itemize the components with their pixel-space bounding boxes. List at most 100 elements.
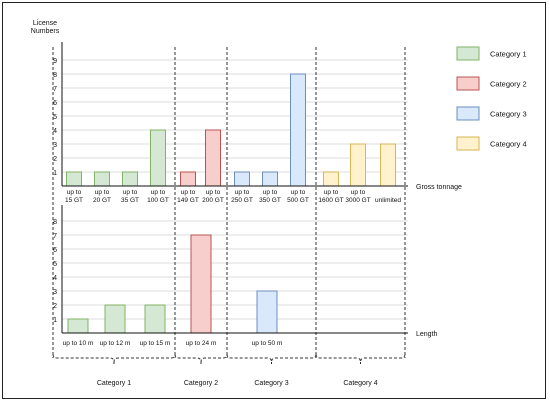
- y-tick-label: 6: [53, 100, 57, 107]
- x-tick-label: up to 500 GT: [287, 189, 309, 204]
- y-tick-label: 7: [53, 86, 57, 93]
- bar: [190, 234, 212, 334]
- category-group-label: Category 1: [97, 380, 131, 387]
- bar: [94, 171, 110, 187]
- x-tick-label-line: up to: [324, 189, 339, 196]
- y-tick-label: 9: [53, 58, 57, 65]
- y-tick-label: 2: [53, 303, 57, 310]
- x-tick-label-line: 200 GT: [202, 197, 224, 204]
- x-tick-label-line: up to: [67, 189, 82, 196]
- legend-label: Category 2: [490, 80, 527, 89]
- x-tick-label: up to 24 m: [186, 340, 217, 347]
- category-group-label: Category 4: [343, 380, 377, 387]
- y-axis-title-line2: Numbers: [31, 28, 60, 35]
- x-tick-label: up to 12 m: [100, 340, 131, 347]
- y-tick-label: 1: [53, 170, 57, 177]
- x-tick-label-line: up to: [351, 189, 366, 196]
- y-tick-label: 3: [53, 289, 57, 296]
- y-tick-label: 5: [53, 114, 57, 121]
- y-tick-label: 1: [53, 317, 57, 324]
- bar: [323, 171, 339, 187]
- category-brace: [174, 353, 228, 363]
- bar: [150, 129, 166, 187]
- x-tick-label-line: 20 GT: [93, 197, 111, 204]
- bar: [104, 304, 126, 334]
- axes: [61, 42, 408, 334]
- category-brace: [315, 353, 406, 363]
- x-tick-label: up to 15 m: [140, 340, 171, 347]
- legend-swatch: [456, 76, 480, 91]
- legend-label: Category 1: [490, 50, 527, 59]
- bar: [256, 290, 278, 334]
- x-tick-label: up to 200 GT: [202, 189, 224, 204]
- bar: [234, 171, 250, 187]
- category-group-label: Category 2: [184, 380, 218, 387]
- x-tick-label-line: 250 GT: [231, 197, 253, 204]
- y-tick-label: 2: [53, 156, 57, 163]
- legend-label: Category 3: [490, 110, 527, 119]
- y-tick-label: 7: [53, 233, 57, 240]
- bottom-panel-grid: [62, 220, 408, 320]
- y-tick-label: 3: [53, 142, 57, 149]
- bar: [67, 318, 89, 334]
- x-tick-label-line: up to: [235, 189, 250, 196]
- legend-swatch: [456, 106, 480, 121]
- bar: [262, 171, 278, 187]
- x-tick-label-line: 15 GT: [65, 197, 83, 204]
- x-tick-label-line: 500 GT: [287, 197, 309, 204]
- category-brace: [226, 353, 317, 363]
- category-dividers: [52, 47, 406, 358]
- legend: Category 1 Category 2 Category 3 Category 4: [456, 46, 527, 151]
- x-tick-label-line: up to: [206, 189, 221, 196]
- y-axis-title-line1: License: [33, 20, 57, 27]
- x-tick-label: up to 1600 GT: [318, 189, 343, 204]
- category-brace: [52, 353, 176, 363]
- figure-frame: [2, 2, 546, 399]
- x-tick-label-line: 350 GT: [259, 197, 281, 204]
- x-tick-label-line: 100 GT: [147, 197, 169, 204]
- x-tick-label: up to 149 GT: [177, 189, 199, 204]
- y-tick-label: 4: [53, 275, 57, 282]
- bar: [290, 73, 306, 187]
- legend-swatch: [456, 136, 480, 151]
- bar: [350, 143, 366, 187]
- x-tick-label-line: 1600 GT: [318, 197, 343, 204]
- legend-label: Category 4: [490, 140, 527, 149]
- x-tick-label-line: up to: [291, 189, 306, 196]
- y-tick-label: 8: [53, 219, 57, 226]
- bar: [180, 171, 196, 187]
- x-tick-label: up to 250 GT: [231, 189, 253, 204]
- x-tick-label-line: up to: [263, 189, 278, 196]
- x-tick-label-line: up to: [95, 189, 110, 196]
- x-tick-label: up to 10 m: [63, 340, 94, 347]
- category-group-label: Category 3: [254, 380, 288, 387]
- x-tick-label: up to 50 m: [252, 340, 283, 347]
- category-braces: Category 1 Category 2 Category 3 Category 4: [52, 353, 406, 387]
- x-tick-label: up to 350 GT: [259, 189, 281, 204]
- x-tick-label: unlimited: [375, 197, 401, 204]
- x-tick-label: up to 20 GT: [93, 189, 111, 204]
- x-tick-label-line: 3000 GT: [345, 197, 370, 204]
- x-tick-label-line: up to: [181, 189, 196, 196]
- bar: [66, 171, 82, 187]
- x-axis-title-bottom: Length: [416, 331, 438, 338]
- bar: [380, 143, 396, 187]
- x-tick-label: up to 35 GT: [121, 189, 139, 204]
- x-tick-label: up to 15 GT: [65, 189, 83, 204]
- y-tick-label: 6: [53, 247, 57, 254]
- x-axis-title-top: Gross tonnage: [416, 184, 462, 191]
- x-tick-label-line: 35 GT: [121, 197, 139, 204]
- y-tick-label: 4: [53, 128, 57, 135]
- legend-swatch: [456, 46, 480, 61]
- bar: [205, 129, 221, 187]
- bar: [122, 171, 138, 187]
- x-tick-label-line: unlimited: [375, 197, 401, 204]
- x-tick-label-line: 149 GT: [177, 197, 199, 204]
- bar: [144, 304, 166, 334]
- x-tick-label-line: up to: [151, 189, 166, 196]
- top-panel-bars: [66, 73, 396, 187]
- y-tick-label: 8: [53, 72, 57, 79]
- y-tick-label: 5: [53, 261, 57, 268]
